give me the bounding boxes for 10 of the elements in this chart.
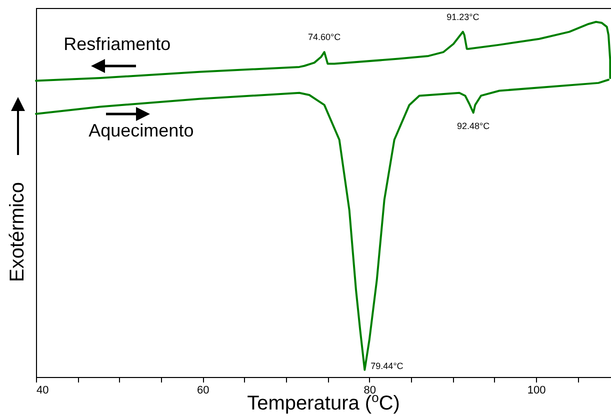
y-axis-title: Exotérmico (6, 182, 30, 282)
annotation: 74.60°C (308, 32, 342, 42)
annotation: 92.48°C (457, 120, 490, 131)
x-tick-label: 100 (527, 384, 546, 396)
series-label: Resfriamento (64, 34, 171, 54)
annotation: 91.23°C (446, 12, 480, 22)
annotation: 79.44°C (370, 360, 404, 371)
series-label: Aquecimento (88, 120, 194, 141)
x-tick-label: 40 (36, 384, 49, 396)
x-tick-label: 60 (197, 384, 210, 396)
